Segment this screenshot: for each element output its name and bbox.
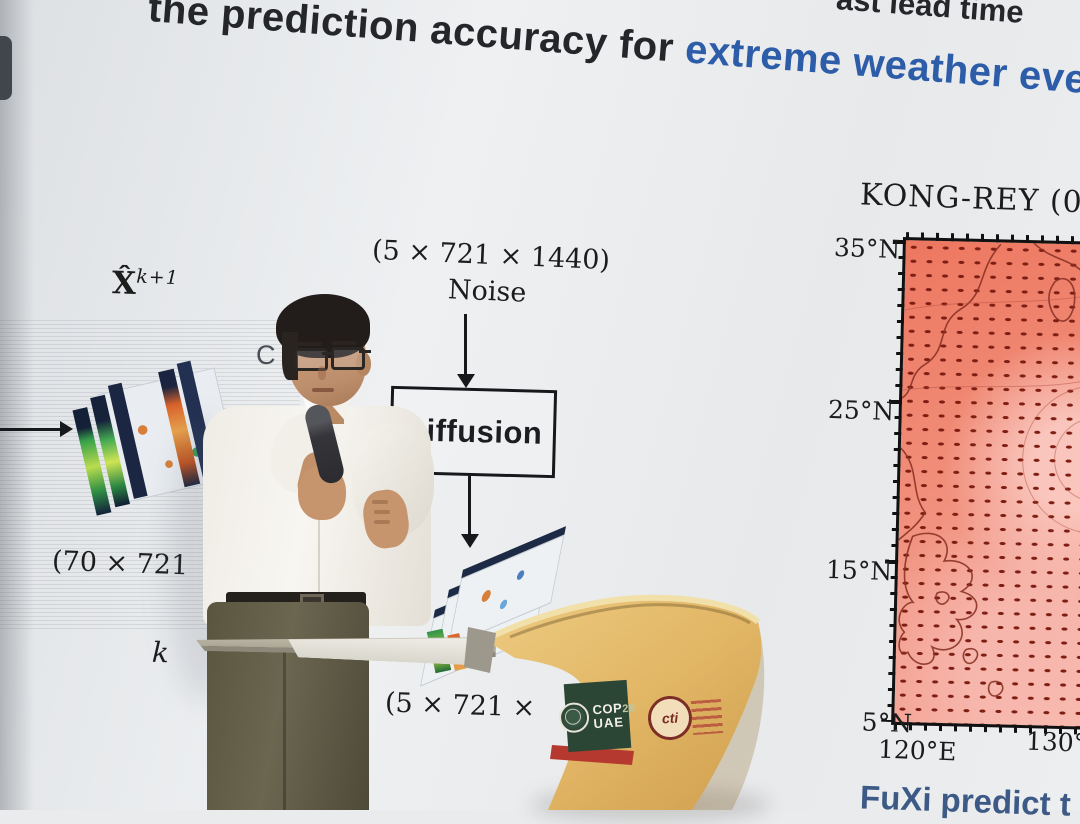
screen-edge-shadow bbox=[0, 0, 34, 810]
occluded-letter: C bbox=[256, 340, 276, 370]
noise-arrow-head bbox=[457, 374, 475, 388]
diffusion-label: Diffusion bbox=[403, 412, 543, 451]
diffusion-block: Diffusion bbox=[388, 385, 558, 479]
diffusion-output-arrow-line bbox=[468, 474, 471, 536]
input-dimensions-label: (70 × 721 bbox=[51, 545, 189, 582]
step-k-label: k bbox=[151, 635, 170, 670]
typhoon-wind-map bbox=[881, 232, 1080, 735]
state-symbol: X̂ bbox=[111, 265, 137, 302]
cop28-logo: COP28 UAE bbox=[558, 679, 636, 753]
stack-to-diffusion-arrow-line bbox=[350, 441, 382, 444]
coastline-overlay bbox=[898, 242, 1080, 697]
lon-label-130e: 130°E bbox=[1025, 726, 1080, 759]
state-symbol-label: X̂k+1 bbox=[111, 265, 179, 304]
state-exponent: k+1 bbox=[135, 265, 180, 290]
lon-label-120e: 120°E bbox=[877, 734, 957, 767]
lat-label-35n: 35°N bbox=[833, 232, 901, 265]
cti-logo-text: cti bbox=[661, 709, 679, 727]
input-arrow-head bbox=[60, 421, 73, 437]
noise-label: Noise bbox=[447, 274, 527, 309]
lat-label-15n: 15°N bbox=[825, 554, 893, 587]
map-caption-fragment: FuXi predict t bbox=[859, 778, 1072, 823]
cop-year: 28 bbox=[621, 701, 636, 715]
cti-partner-text-lines bbox=[690, 698, 724, 736]
lat-label-25n: 25°N bbox=[827, 394, 895, 427]
noise-arrow-line bbox=[464, 314, 467, 376]
cop28-logo-text: COP28 UAE bbox=[592, 700, 637, 731]
input-arrow-line bbox=[0, 428, 62, 431]
screen-edge-mark bbox=[0, 36, 12, 100]
lat-label-5n: 5°N bbox=[861, 707, 913, 739]
diffusion-output-arrow-head bbox=[461, 534, 479, 548]
